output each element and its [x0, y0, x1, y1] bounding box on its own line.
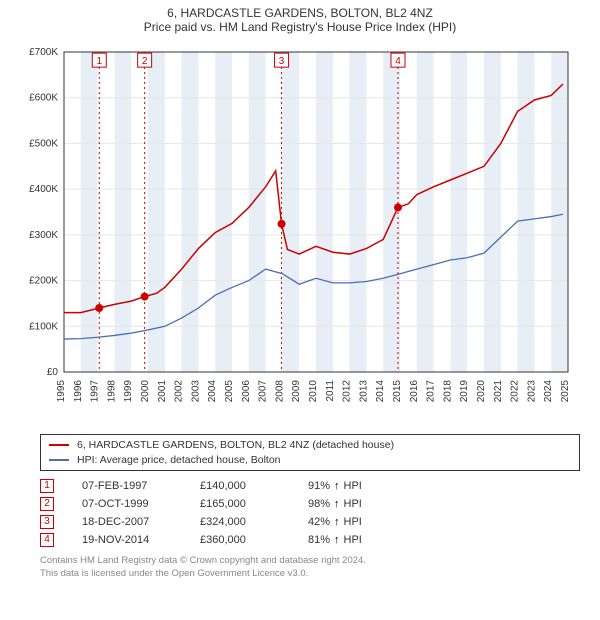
svg-text:2012: 2012 — [342, 380, 353, 403]
arrow-up-icon: ↑ — [334, 534, 340, 546]
transaction-pct: 91% ↑ HPI — [308, 480, 378, 492]
svg-text:2002: 2002 — [174, 380, 185, 403]
svg-text:2019: 2019 — [459, 380, 470, 403]
svg-text:£200K: £200K — [29, 276, 58, 287]
transaction-date: 18-DEC-2007 — [82, 516, 172, 528]
svg-text:1997: 1997 — [90, 380, 101, 403]
transaction-row: 2 07-OCT-1999 £165,000 98% ↑ HPI — [40, 495, 580, 513]
svg-text:2008: 2008 — [274, 380, 285, 403]
transaction-date: 19-NOV-2014 — [82, 534, 172, 546]
transaction-row: 4 19-NOV-2014 £360,000 81% ↑ HPI — [40, 531, 580, 549]
svg-text:1999: 1999 — [123, 380, 134, 403]
svg-text:2007: 2007 — [258, 380, 269, 403]
transaction-pct: 81% ↑ HPI — [308, 534, 378, 546]
svg-text:£700K: £700K — [29, 47, 58, 58]
svg-text:2: 2 — [142, 56, 148, 67]
svg-text:2015: 2015 — [392, 380, 403, 403]
svg-text:2000: 2000 — [140, 380, 151, 403]
transaction-number: 4 — [40, 533, 54, 547]
svg-text:1995: 1995 — [56, 380, 67, 403]
svg-text:2023: 2023 — [526, 380, 537, 403]
svg-text:1: 1 — [96, 56, 102, 67]
legend-swatch-hpi — [49, 459, 69, 461]
svg-text:2018: 2018 — [442, 380, 453, 403]
footer-line-1: Contains HM Land Registry data © Crown c… — [40, 555, 580, 567]
svg-text:2014: 2014 — [375, 380, 386, 403]
svg-text:2003: 2003 — [190, 380, 201, 403]
svg-text:2011: 2011 — [325, 380, 336, 402]
svg-text:2001: 2001 — [157, 380, 168, 403]
svg-text:£500K: £500K — [29, 138, 58, 149]
svg-text:1996: 1996 — [73, 380, 84, 403]
arrow-up-icon: ↑ — [334, 516, 340, 528]
svg-text:£600K: £600K — [29, 93, 58, 104]
transaction-price: £324,000 — [200, 516, 280, 528]
transaction-date: 07-OCT-1999 — [82, 498, 172, 510]
svg-text:3: 3 — [279, 56, 285, 67]
svg-text:2025: 2025 — [560, 380, 571, 403]
svg-text:2010: 2010 — [308, 380, 319, 403]
svg-text:£300K: £300K — [29, 230, 58, 241]
page-subtitle: Price paid vs. HM Land Registry's House … — [0, 20, 600, 38]
footer-attribution: Contains HM Land Registry data © Crown c… — [40, 555, 580, 580]
svg-text:2020: 2020 — [476, 380, 487, 403]
transactions-table: 1 07-FEB-1997 £140,000 91% ↑ HPI 2 07-OCT-199… — [40, 477, 580, 549]
transaction-price: £165,000 — [200, 498, 280, 510]
chart-legend: 6, HARDCASTLE GARDENS, BOLTON, BL2 4NZ (… — [40, 434, 580, 471]
svg-text:2013: 2013 — [358, 380, 369, 403]
footer-line-2: This data is licensed under the Open Gov… — [40, 568, 580, 580]
arrow-up-icon: ↑ — [334, 480, 340, 492]
svg-text:2024: 2024 — [543, 380, 554, 403]
transaction-price: £140,000 — [200, 480, 280, 492]
transaction-date: 07-FEB-1997 — [82, 480, 172, 492]
transaction-price: £360,000 — [200, 534, 280, 546]
svg-text:2009: 2009 — [291, 380, 302, 403]
transaction-row: 3 18-DEC-2007 £324,000 42% ↑ HPI — [40, 513, 580, 531]
svg-text:4: 4 — [395, 56, 401, 67]
svg-text:2005: 2005 — [224, 380, 235, 403]
transaction-row: 1 07-FEB-1997 £140,000 91% ↑ HPI — [40, 477, 580, 495]
svg-text:2016: 2016 — [409, 380, 420, 403]
arrow-up-icon: ↑ — [334, 498, 340, 510]
svg-text:2004: 2004 — [207, 380, 218, 403]
svg-text:£100K: £100K — [29, 321, 58, 332]
legend-item-property: 6, HARDCASTLE GARDENS, BOLTON, BL2 4NZ (… — [49, 438, 571, 453]
svg-text:1998: 1998 — [106, 380, 117, 403]
svg-text:£0: £0 — [47, 367, 59, 378]
legend-swatch-property — [49, 444, 69, 446]
transaction-number: 3 — [40, 515, 54, 529]
transaction-number: 1 — [40, 479, 54, 493]
price-chart: £0 £100K £200K £300K £400K £500K £600K £700K 199… — [20, 38, 580, 428]
svg-text:2022: 2022 — [510, 380, 521, 403]
transaction-number: 2 — [40, 497, 54, 511]
page-title: 6, HARDCASTLE GARDENS, BOLTON, BL2 4NZ — [0, 0, 600, 20]
legend-item-hpi: HPI: Average price, detached house, Bolt… — [49, 453, 571, 468]
svg-text:2017: 2017 — [426, 380, 437, 403]
svg-text:£400K: £400K — [29, 184, 58, 195]
svg-text:2021: 2021 — [493, 380, 504, 403]
svg-text:2006: 2006 — [241, 380, 252, 403]
transaction-pct: 42% ↑ HPI — [308, 516, 378, 528]
legend-label-property: 6, HARDCASTLE GARDENS, BOLTON, BL2 4NZ (… — [77, 438, 394, 453]
transaction-pct: 98% ↑ HPI — [308, 498, 378, 510]
legend-label-hpi: HPI: Average price, detached house, Bolt… — [77, 453, 281, 468]
